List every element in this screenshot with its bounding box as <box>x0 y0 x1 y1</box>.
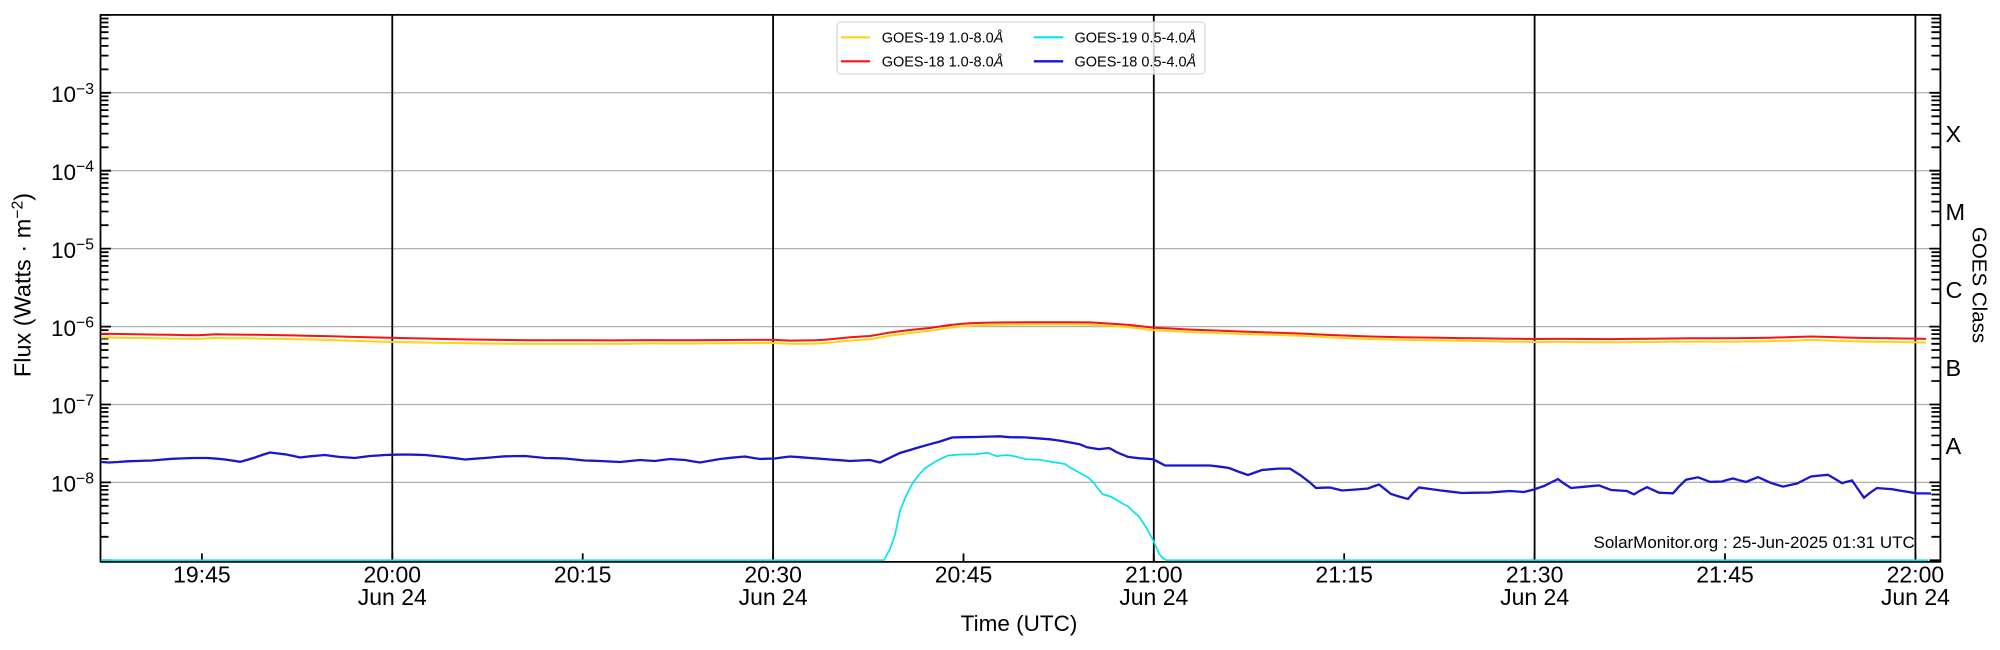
svg-text:21:45: 21:45 <box>1696 561 1754 587</box>
svg-text:M: M <box>1946 199 1966 225</box>
svg-text:B: B <box>1946 355 1962 381</box>
svg-text:20:15: 20:15 <box>554 561 612 587</box>
svg-text:Jun 24: Jun 24 <box>1881 584 1950 610</box>
svg-text:20:30: 20:30 <box>744 561 802 587</box>
svg-text:19:45: 19:45 <box>173 561 231 587</box>
svg-text:Jun 24: Jun 24 <box>1119 584 1188 610</box>
svg-text:21:30: 21:30 <box>1506 561 1564 587</box>
svg-text:Jun 24: Jun 24 <box>1500 584 1569 610</box>
svg-text:GOES-18 0.5-4.0Å: GOES-18 0.5-4.0Å <box>1075 53 1197 70</box>
svg-text:Jun 24: Jun 24 <box>739 584 808 610</box>
svg-text:X: X <box>1946 121 1962 147</box>
svg-text:GOES-19 1.0-8.0Å: GOES-19 1.0-8.0Å <box>882 29 1004 46</box>
svg-text:SolarMonitor.org : 25-Jun-2025: SolarMonitor.org : 25-Jun-2025 01:31 UTC <box>1594 533 1915 552</box>
svg-text:Time (UTC): Time (UTC) <box>961 611 1078 636</box>
svg-text:21:00: 21:00 <box>1125 561 1183 587</box>
svg-text:Jun 24: Jun 24 <box>358 584 427 610</box>
svg-text:A: A <box>1946 433 1962 459</box>
svg-text:22:00: 22:00 <box>1887 561 1945 587</box>
svg-text:GOES-18 1.0-8.0Å: GOES-18 1.0-8.0Å <box>882 53 1004 70</box>
svg-text:20:00: 20:00 <box>364 561 422 587</box>
svg-text:20:45: 20:45 <box>935 561 993 587</box>
svg-text:21:15: 21:15 <box>1315 561 1373 587</box>
svg-text:C: C <box>1946 277 1963 303</box>
svg-text:GOES-19 0.5-4.0Å: GOES-19 0.5-4.0Å <box>1075 29 1197 46</box>
svg-text:GOES Class: GOES Class <box>1968 227 1991 343</box>
svg-text:Flux (Watts · m−2): Flux (Watts · m−2) <box>10 193 36 377</box>
